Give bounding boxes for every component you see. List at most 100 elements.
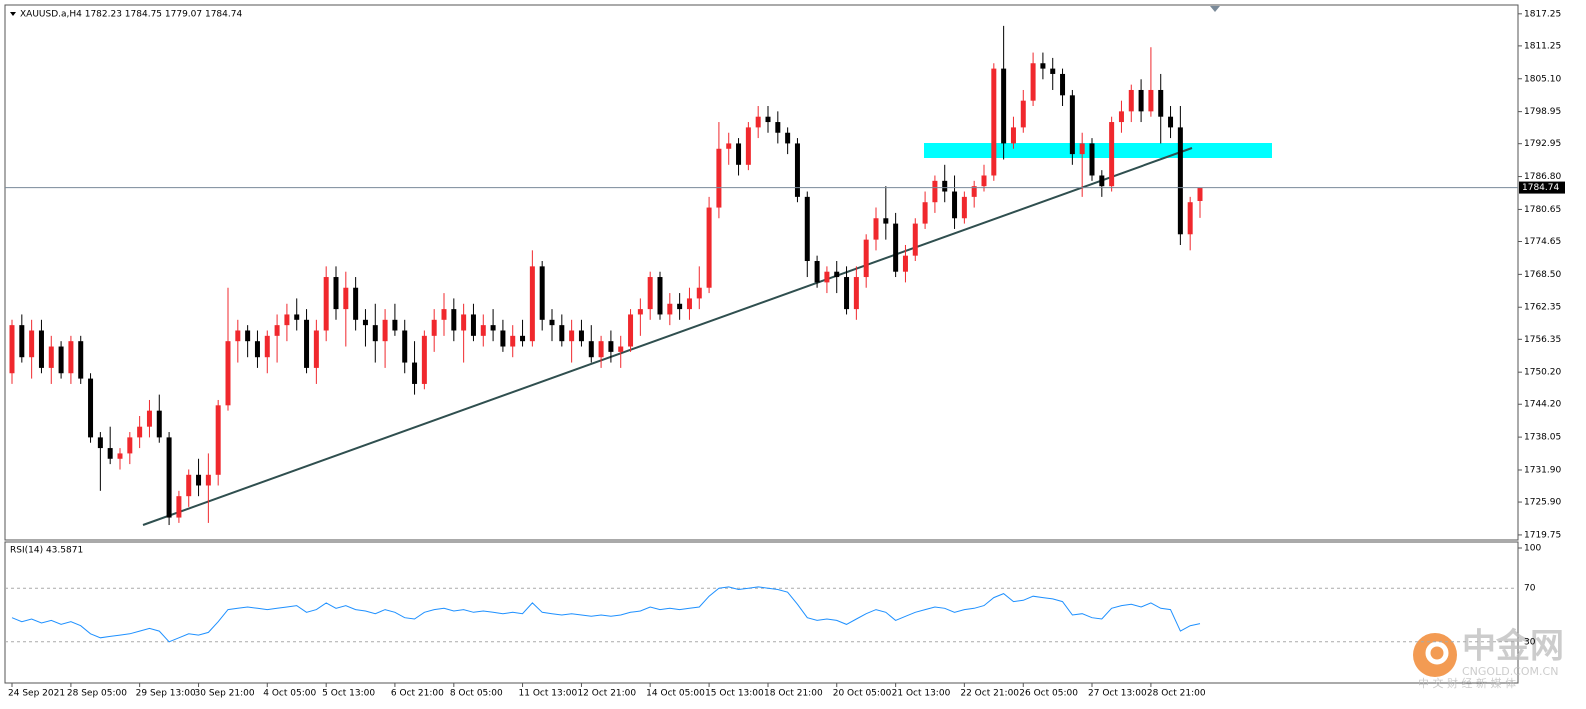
candle-body	[520, 335, 526, 342]
candle-body	[1079, 143, 1085, 155]
candle-body	[1177, 127, 1183, 235]
candle-body	[412, 362, 418, 384]
candle-body	[608, 341, 614, 352]
x-tick-label: 27 Oct 13:00	[1088, 689, 1147, 699]
candle-body	[834, 271, 840, 278]
y-tick-label: 1738.05	[1524, 433, 1561, 443]
x-tick-label: 18 Oct 21:00	[764, 689, 823, 699]
candle-body	[863, 239, 869, 278]
candle-body	[254, 341, 260, 358]
y-tick-label: 1719.75	[1524, 530, 1561, 540]
x-tick-label: 22 Oct 21:00	[960, 689, 1019, 699]
candle-body	[245, 330, 251, 342]
candle-body	[922, 202, 928, 224]
x-tick-label: 26 Oct 05:00	[1019, 689, 1078, 699]
candle-body	[97, 437, 103, 449]
candle-body	[176, 496, 182, 518]
candle-body	[402, 330, 408, 363]
y-tick-label: 1811.25	[1524, 41, 1561, 51]
candle-body	[1020, 100, 1026, 128]
candle-body	[775, 122, 781, 133]
candle-body	[961, 196, 967, 219]
logo-swirl	[1425, 641, 1449, 665]
candle-body	[902, 255, 908, 272]
candle-body	[637, 309, 643, 315]
x-tick-label: 5 Oct 13:00	[322, 689, 375, 699]
candle-body	[971, 186, 977, 197]
candle-body	[765, 116, 771, 123]
candle-body	[215, 405, 221, 475]
candle-body	[186, 474, 192, 497]
shift-marker	[1210, 6, 1220, 12]
x-tick-label: 6 Oct 21:00	[391, 689, 444, 699]
candle-body	[372, 325, 378, 342]
candle-body	[1040, 63, 1046, 69]
rsi-label: RSI(14) 43.5871	[10, 546, 83, 556]
candle-body	[1109, 122, 1115, 187]
candle-body	[1099, 175, 1105, 187]
candle-body	[225, 341, 231, 406]
y-tick-label: 1786.80	[1524, 172, 1561, 182]
candle-body	[431, 319, 437, 336]
candle-body	[588, 341, 594, 358]
candle-body	[1060, 73, 1066, 96]
candle-body	[794, 143, 800, 197]
candle-body	[29, 330, 35, 358]
candle-body	[343, 287, 349, 310]
x-tick-label: 11 Oct 13:00	[519, 689, 578, 699]
candle-body	[559, 325, 565, 342]
candle-body	[1089, 143, 1095, 176]
x-tick-label: 28 Sep 05:00	[67, 689, 127, 699]
candle-body	[235, 330, 241, 342]
candle-body	[569, 330, 575, 342]
candle-body	[78, 341, 84, 379]
candle-body	[156, 410, 162, 438]
x-tick-label: 15 Oct 13:00	[705, 689, 764, 699]
candle-body	[196, 474, 202, 486]
candle-body	[107, 448, 113, 459]
candle-body	[991, 68, 997, 176]
rsi-tick-label: 30	[1524, 637, 1536, 647]
watermark-brand: 中金网	[1462, 627, 1564, 667]
candle-body	[274, 325, 280, 336]
candle-body	[382, 319, 388, 342]
candle-body	[500, 330, 506, 347]
y-tick-label: 1762.35	[1524, 303, 1561, 313]
candle-body	[1197, 187, 1203, 201]
candle-body	[88, 378, 94, 438]
candle-body	[68, 341, 74, 374]
y-tick-label: 1744.20	[1524, 400, 1561, 410]
candle-body	[883, 218, 889, 224]
candle-body	[942, 180, 948, 192]
candle-body	[9, 325, 15, 374]
candle-body	[19, 325, 25, 358]
candle-body	[628, 314, 634, 347]
candle-body	[470, 314, 476, 336]
candle-body	[313, 330, 319, 368]
x-tick-label: 4 Oct 05:00	[263, 689, 316, 699]
x-tick-label: 30 Sep 21:00	[195, 689, 255, 699]
y-tick-label: 1750.20	[1524, 368, 1561, 378]
candle-body	[745, 127, 751, 165]
candle-body	[1030, 63, 1036, 101]
candle-body	[755, 116, 761, 128]
candle-body	[647, 277, 653, 310]
price-pane	[4, 4, 1519, 541]
candle-body	[1138, 89, 1144, 112]
candle-body	[1128, 89, 1134, 112]
candle-body	[48, 346, 54, 368]
y-tick-label: 1780.65	[1524, 205, 1561, 215]
x-tick-label: 28 Oct 21:00	[1147, 689, 1206, 699]
candle-body	[510, 335, 516, 347]
candle-body	[1001, 68, 1007, 144]
candle-body	[323, 277, 329, 331]
candle-body	[1118, 111, 1124, 123]
candle-body	[981, 175, 987, 187]
candle-body	[529, 266, 535, 342]
candle-body	[1187, 202, 1193, 235]
candle-body	[294, 314, 300, 320]
symbol-header: XAUUSD.a,H4 1782.23 1784.75 1779.07 1784…	[20, 10, 242, 20]
candle-body	[461, 314, 467, 331]
resistance-zone	[924, 143, 1272, 158]
y-tick-label: 1817.25	[1524, 9, 1561, 19]
